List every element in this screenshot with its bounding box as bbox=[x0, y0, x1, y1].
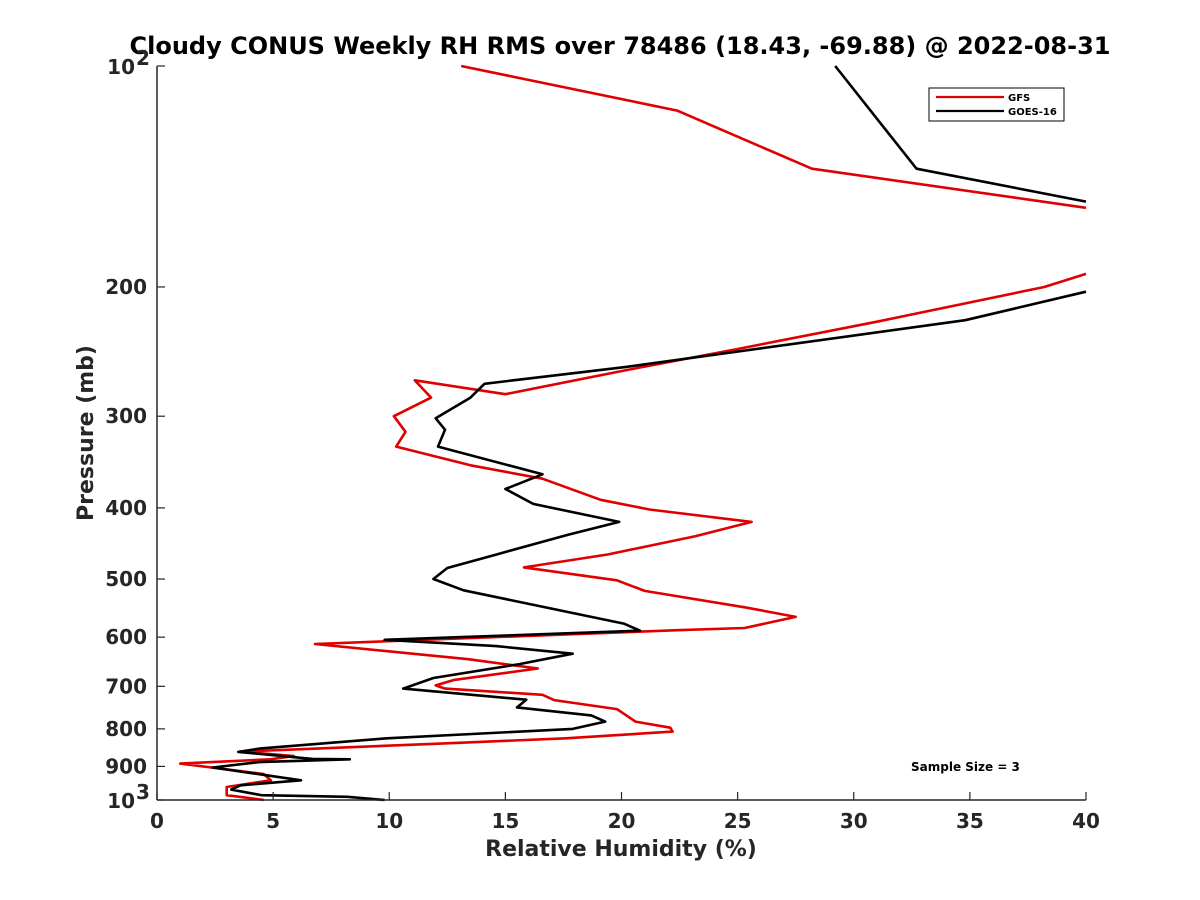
x-tick-label: 40 bbox=[1072, 809, 1100, 833]
series-line-gfs-seg0 bbox=[460, 64, 1087, 210]
series-line-goes16-seg1 bbox=[211, 290, 1087, 802]
y-tick-label: 300 bbox=[105, 404, 147, 428]
y-tick-exponent: 3 bbox=[136, 780, 150, 804]
x-tick-label: 0 bbox=[150, 809, 164, 833]
y-tick-label: 200 bbox=[105, 275, 147, 299]
legend-label-gfs: GFS bbox=[1008, 93, 1030, 104]
sample-size-note: Sample Size = 3 bbox=[911, 760, 1020, 774]
plot-lines bbox=[178, 64, 1087, 802]
y-tick-label: 700 bbox=[105, 674, 147, 698]
y-tick-label: 10 bbox=[107, 55, 135, 79]
x-tick-label: 20 bbox=[608, 809, 636, 833]
legend: GFS GOES-16 bbox=[928, 87, 1065, 122]
x-tick-label: 30 bbox=[840, 809, 868, 833]
y-tick-label: 800 bbox=[105, 717, 147, 741]
y-axis-label: Pressure (mb) bbox=[74, 345, 99, 521]
x-axis-label: Relative Humidity (%) bbox=[485, 837, 757, 862]
chart-title: Cloudy CONUS Weekly RH RMS over 78486 (1… bbox=[130, 32, 1111, 60]
x-tick-label: 5 bbox=[266, 809, 280, 833]
y-tick-label: 900 bbox=[105, 754, 147, 778]
x-tick-label: 10 bbox=[375, 809, 403, 833]
y-tick-label: 500 bbox=[105, 567, 147, 591]
x-tick-label: 15 bbox=[491, 809, 519, 833]
x-tick-group: 0 5 10 15 20 25 30 35 40 bbox=[150, 792, 1100, 833]
y-tick-exponent: 2 bbox=[136, 46, 150, 70]
x-tick-label: 35 bbox=[956, 809, 984, 833]
y-tick-label: 400 bbox=[105, 496, 147, 520]
y-tick-label: 10 bbox=[107, 789, 135, 813]
legend-box bbox=[928, 87, 1065, 122]
series-line-goes16-seg0 bbox=[834, 65, 1087, 203]
y-tick-label: 600 bbox=[105, 625, 147, 649]
legend-label-goes16: GOES-16 bbox=[1008, 107, 1057, 118]
x-tick-label: 25 bbox=[724, 809, 752, 833]
